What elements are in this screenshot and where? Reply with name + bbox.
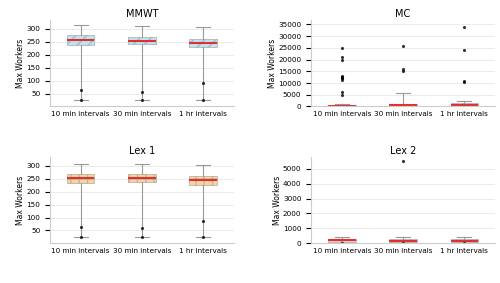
PathPatch shape [128,174,156,182]
Title: MC: MC [396,9,410,19]
PathPatch shape [190,39,217,48]
PathPatch shape [450,103,478,106]
Y-axis label: Max Workers: Max Workers [268,38,277,88]
PathPatch shape [190,176,217,185]
PathPatch shape [67,174,94,183]
PathPatch shape [328,239,355,242]
PathPatch shape [67,35,94,45]
Y-axis label: Max Workers: Max Workers [16,38,25,88]
Title: Lex 2: Lex 2 [390,146,416,156]
Y-axis label: Max Workers: Max Workers [272,175,281,225]
PathPatch shape [450,239,478,242]
PathPatch shape [390,104,417,106]
Title: Lex 1: Lex 1 [129,146,155,156]
Title: MMWT: MMWT [126,9,158,19]
PathPatch shape [128,37,156,44]
PathPatch shape [328,105,355,106]
PathPatch shape [390,239,417,242]
Y-axis label: Max Workers: Max Workers [16,175,25,225]
